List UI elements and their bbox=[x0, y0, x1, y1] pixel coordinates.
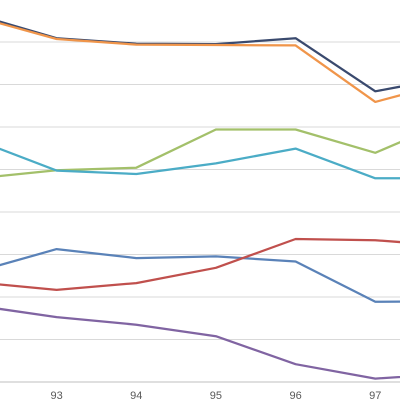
series-line-5 bbox=[0, 247, 400, 303]
gridlines bbox=[0, 41, 400, 383]
series-line-7 bbox=[0, 307, 400, 380]
x-tick-label: 95 bbox=[210, 390, 222, 400]
x-tick-label: 96 bbox=[289, 390, 301, 400]
x-tick-label: 93 bbox=[50, 390, 62, 400]
x-tick-label: 94 bbox=[130, 390, 142, 400]
series-line-1 bbox=[0, 20, 400, 93]
series-line-2 bbox=[0, 22, 400, 104]
series-line-4 bbox=[0, 147, 400, 180]
x-axis: 93 94 95 96 97 bbox=[50, 390, 381, 400]
series-line-6 bbox=[0, 237, 400, 292]
x-tick-label: 97 bbox=[369, 390, 381, 400]
series-lines bbox=[0, 20, 400, 380]
